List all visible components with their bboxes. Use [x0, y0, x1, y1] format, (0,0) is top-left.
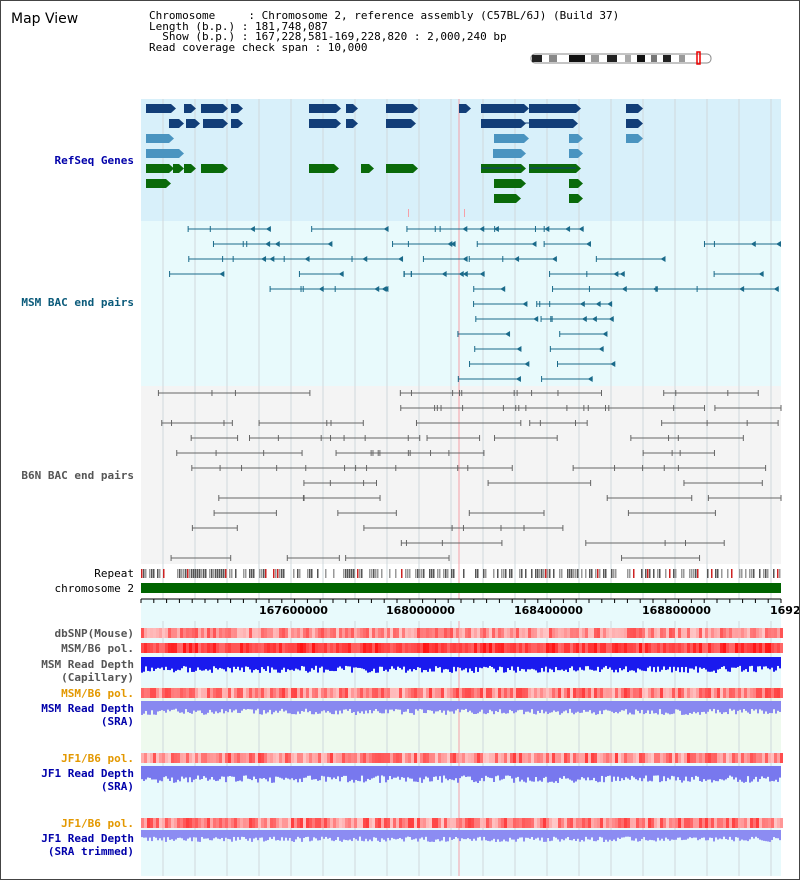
axis-tick-label: 168000000 [386, 604, 455, 617]
track-label-msm-pol-2[interactable]: MSM/B6 pol. [61, 687, 134, 700]
track-label-msm-depth-cap-sub: (Capillary) [61, 671, 134, 684]
axis-tick-label: 167600000 [259, 604, 328, 617]
coverage-span-line: Read coverage check span : 10,000 [149, 40, 368, 54]
track-label-jf1-pol-1[interactable]: JF1/B6 pol. [61, 752, 134, 765]
track-label-chromosome: chromosome 2 [54, 582, 134, 595]
track-label-dbsnp[interactable]: dbSNP(Mouse) [54, 627, 134, 640]
axis-tick-label: 168400000 [514, 604, 583, 617]
length-line: Length (b.p.) : 181,748,087 [149, 19, 328, 33]
msm-bac-track-bg [141, 221, 781, 386]
track-label-jf1-depth-trim-sub: (SRA trimmed) [47, 845, 134, 858]
refseq-track-bg [141, 99, 781, 221]
coordinate-axis [140, 598, 782, 621]
track-label-jf1-pol-2[interactable]: JF1/B6 pol. [61, 817, 134, 830]
track-label-jf1-depth-sra-sub: (SRA) [100, 780, 134, 793]
repeat-track-marks [141, 569, 781, 578]
ideogram-position-marker [696, 51, 701, 65]
track-label-refseq[interactable]: RefSeq Genes [54, 154, 134, 167]
axis-tick-label: 16920 [770, 604, 800, 617]
b6n-bac-track-bg [141, 386, 781, 564]
read-depth-histograms [141, 657, 781, 842]
track-label-msm-pol-1[interactable]: MSM/B6 pol. [61, 642, 134, 655]
track-label-repeat: Repeat [94, 567, 134, 580]
track-label-msm-depth-sra-sub: (SRA) [100, 715, 134, 728]
chromosome-line: Chromosome : Chromosome 2, reference ass… [149, 9, 620, 22]
track-label-msm-bac[interactable]: MSM BAC end pairs [21, 296, 134, 309]
track-label-b6n-bac[interactable]: B6N BAC end pairs [21, 469, 134, 482]
polymorphism-heat-tracks [141, 628, 783, 828]
track-label-jf1-depth-trim[interactable]: JF1 Read Depth [41, 832, 134, 845]
chromosome-ideogram[interactable] [530, 51, 712, 65]
b6n-bac-features[interactable] [157, 390, 782, 561]
show-range-line: Show (b.p.) : 167,228,581-169,228,820 : … [149, 30, 507, 43]
chromosome-bar [141, 583, 781, 593]
axis-tick-label: 168800000 [642, 604, 711, 617]
refseq-gene-features[interactable] [146, 104, 643, 217]
msm-bac-features[interactable] [169, 226, 781, 382]
track-label-jf1-depth-sra[interactable]: JF1 Read Depth [41, 767, 134, 780]
track-label-msm-depth-sra[interactable]: MSM Read Depth [41, 702, 134, 715]
map-view-title: Map View [11, 11, 79, 27]
chromosome-info: Chromosome : Chromosome 2, reference ass… [149, 9, 620, 54]
track-label-msm-depth-cap[interactable]: MSM Read Depth [41, 658, 134, 671]
